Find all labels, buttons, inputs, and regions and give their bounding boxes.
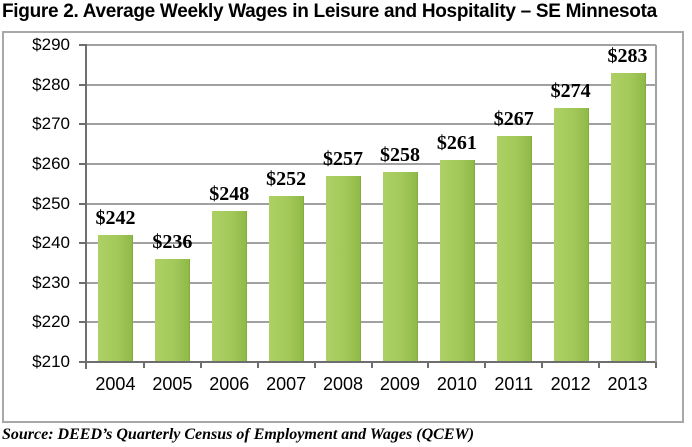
x-tick-label: 2011 — [494, 374, 534, 394]
bar-value-label: $248 — [209, 183, 250, 206]
y-tick-label: $290 — [32, 35, 70, 54]
y-tick-mark — [79, 321, 87, 324]
y-tick-mark — [79, 44, 87, 46]
x-tick-label: 2013 — [607, 374, 648, 394]
gridline — [87, 83, 656, 86]
y-tick-label: $260 — [32, 153, 70, 173]
plot-right-border — [655, 45, 657, 362]
gridline — [87, 44, 656, 46]
gridline — [87, 321, 656, 324]
source-note: Source: DEED’s Quarterly Census of Emplo… — [2, 426, 475, 443]
bar — [496, 136, 532, 361]
x-tick-label: 2010 — [436, 374, 477, 394]
x-tick-label: 2009 — [379, 374, 420, 394]
x-tick-mark — [484, 362, 487, 368]
y-tick-label: $210 — [32, 352, 70, 371]
y-tick-mark — [79, 361, 87, 363]
gridline — [87, 162, 656, 165]
bar — [553, 108, 589, 361]
bar-value-label: $267 — [493, 108, 534, 131]
bar-value-label: $258 — [379, 143, 420, 166]
x-tick-label: 2005 — [152, 374, 193, 394]
bar-value-label: $261 — [436, 131, 477, 154]
x-tick-mark — [370, 362, 373, 368]
y-tick-mark — [79, 162, 87, 165]
y-tick-label: $230 — [32, 272, 70, 292]
x-tick-mark — [427, 362, 430, 368]
x-tick-label: 2006 — [209, 374, 250, 394]
x-tick-label: 2008 — [323, 374, 364, 394]
bar-value-label: $257 — [323, 147, 364, 170]
y-tick-label: $250 — [32, 193, 70, 213]
y-axis-line — [85, 44, 87, 369]
x-tick-mark — [199, 362, 202, 368]
x-tick-mark — [313, 362, 316, 368]
x-tick-mark — [541, 362, 544, 368]
y-tick-label: $220 — [32, 312, 70, 332]
y-tick-label: $270 — [32, 114, 70, 134]
bar — [212, 211, 248, 361]
bar — [382, 171, 418, 361]
x-tick-label: 2007 — [266, 374, 307, 394]
x-tick-label: 2004 — [95, 374, 136, 394]
x-tick-mark — [142, 362, 145, 368]
y-tick-label: $280 — [32, 74, 70, 94]
bar — [98, 235, 134, 361]
bar-value-label: $242 — [95, 207, 136, 230]
bar-value-label: $283 — [607, 44, 648, 67]
gridline — [87, 281, 656, 284]
x-tick-label: 2012 — [550, 374, 591, 394]
bar-value-label: $236 — [152, 230, 193, 253]
y-tick-mark — [79, 202, 87, 205]
y-tick-mark — [79, 123, 87, 126]
bar-value-label: $252 — [266, 167, 307, 190]
x-tick-mark — [256, 362, 259, 368]
bar — [155, 258, 191, 361]
bar — [610, 72, 646, 361]
chart-title: Figure 2. Average Weekly Wages in Leisur… — [2, 1, 657, 22]
gridline — [87, 242, 656, 245]
bar — [269, 195, 305, 361]
y-tick-mark — [79, 281, 87, 284]
gridline — [87, 123, 656, 126]
bar-value-label: $274 — [550, 80, 591, 103]
y-tick-label: $240 — [32, 233, 70, 253]
bar — [439, 159, 475, 361]
plot-area: $242 $236 $248 $252 $257 $258 $261 $267 $274 $283 — [85, 44, 657, 369]
y-tick-mark — [79, 83, 87, 86]
bar — [326, 175, 362, 361]
x-tick-mark — [598, 362, 601, 368]
x-tick-mark — [655, 362, 657, 368]
y-tick-mark — [79, 242, 87, 245]
gridline — [87, 202, 656, 205]
